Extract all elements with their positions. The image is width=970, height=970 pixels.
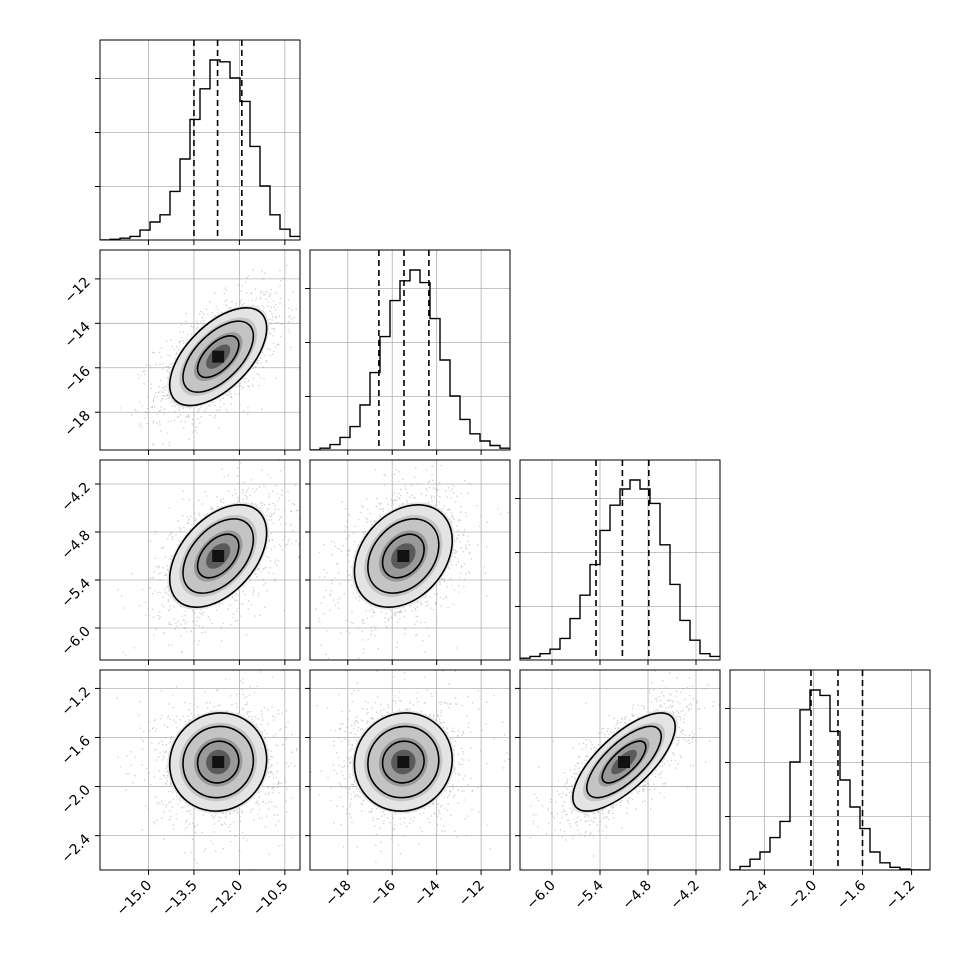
x-tick-label: −18 [322, 878, 354, 910]
y-tick-label: −1.6 [58, 733, 93, 768]
x-tick-label: −12 [456, 878, 488, 910]
x-tick-label: −2.0 [785, 878, 820, 913]
contour-3-2-0 [571, 712, 677, 812]
contour-3-1-0 [353, 712, 454, 812]
scatter-panel-2-1 [305, 459, 511, 665]
density-peak-2-0 [212, 550, 225, 562]
contour-3-1-2 [381, 740, 425, 784]
contour-3-0-2 [196, 740, 240, 784]
contour-3-2-1 [586, 725, 662, 799]
contour-1-0-1 [182, 320, 255, 393]
histogram-panel-1 [305, 249, 511, 455]
y-tick-label: −4.2 [58, 480, 93, 515]
y-tick-label: −4.8 [58, 528, 93, 563]
contour-3-1-1 [367, 725, 440, 799]
density-peak-1-0 [212, 350, 225, 363]
histogram-step-0 [100, 59, 300, 240]
y-tick-label: −2.4 [58, 831, 93, 866]
scatter-panel-3-1: −18 −16 −14 −12 [305, 669, 511, 910]
x-tick-label: −12.0 [205, 878, 247, 920]
x-tick-label: −16 [367, 877, 399, 909]
x-tick-label: −15.0 [114, 878, 156, 920]
x-tick-label: −1.6 [834, 877, 869, 912]
x-tick-label: −4.2 [667, 878, 702, 913]
histogram-step-2 [520, 479, 720, 659]
x-tick-label: −1.2 [883, 878, 918, 913]
x-tick-label: −5.4 [571, 877, 606, 912]
y-tick-label: −12 [62, 274, 94, 306]
histogram-panel-0 [95, 39, 301, 245]
panel-frame [309, 459, 511, 661]
panel-frame [729, 669, 931, 871]
y-tick-label: −16 [62, 363, 94, 395]
contour-1-0-0 [168, 306, 268, 407]
panel-frame [519, 459, 721, 661]
density-peak-2-1 [397, 550, 410, 562]
panel-frame [99, 669, 301, 871]
contour-2-1-0 [353, 504, 454, 609]
contour-3-0-1 [182, 725, 255, 799]
x-tick-label: −13.5 [159, 878, 201, 920]
y-tick-label: −18 [62, 408, 94, 440]
contour-2-0-1 [182, 518, 255, 594]
scatter-panel-3-2: −6.0 −5.4 −4.8 −4.2 [515, 669, 721, 913]
y-tick-label: −2.0 [58, 782, 93, 817]
x-tick-label: −6.0 [523, 878, 558, 913]
y-tick-label: −1.2 [58, 684, 93, 719]
panel-frame [309, 249, 511, 451]
contour-2-0-2 [196, 533, 240, 579]
panel-frame [99, 459, 301, 661]
y-tick-label: −6.0 [58, 624, 93, 659]
contour-3-2-2 [601, 740, 647, 784]
contour-2-1-2 [381, 533, 425, 579]
x-tick-label: −14 [411, 877, 443, 909]
scatter-panel-1-0: −18 −16 −14 −12 [62, 249, 301, 455]
density-peak-3-1 [397, 756, 410, 769]
panel-frame [99, 39, 301, 241]
y-tick-label: −14 [62, 319, 94, 351]
contour-2-1-1 [367, 518, 440, 594]
x-tick-label: −4.8 [619, 878, 654, 913]
panel-frame [309, 669, 511, 871]
histogram-panel-3: −2.4 −2.0 −1.6 −1.2 [725, 669, 931, 913]
panel-frame [99, 249, 301, 451]
contour-2-0-0 [168, 504, 268, 609]
density-peak-3-0 [212, 756, 225, 769]
x-tick-label: −10.5 [250, 878, 292, 920]
contour-3-0-0 [168, 712, 268, 812]
contour-1-0-2 [196, 335, 240, 379]
histogram-step-1 [310, 269, 510, 450]
scatter-panel-3-0: −2.4 −2.0 −1.6 −1.2 −15.0 −13.5 −12.0 −10.5 [58, 669, 301, 920]
y-tick-label: −5.4 [58, 575, 93, 610]
histogram-step-3 [730, 689, 930, 870]
density-peak-3-2 [618, 756, 630, 769]
x-tick-label: −2.4 [736, 877, 771, 912]
panel-frame [519, 669, 721, 871]
histogram-panel-2 [515, 459, 721, 665]
scatter-panel-2-0: −6.0 −5.4 −4.8 −4.2 [58, 459, 301, 665]
